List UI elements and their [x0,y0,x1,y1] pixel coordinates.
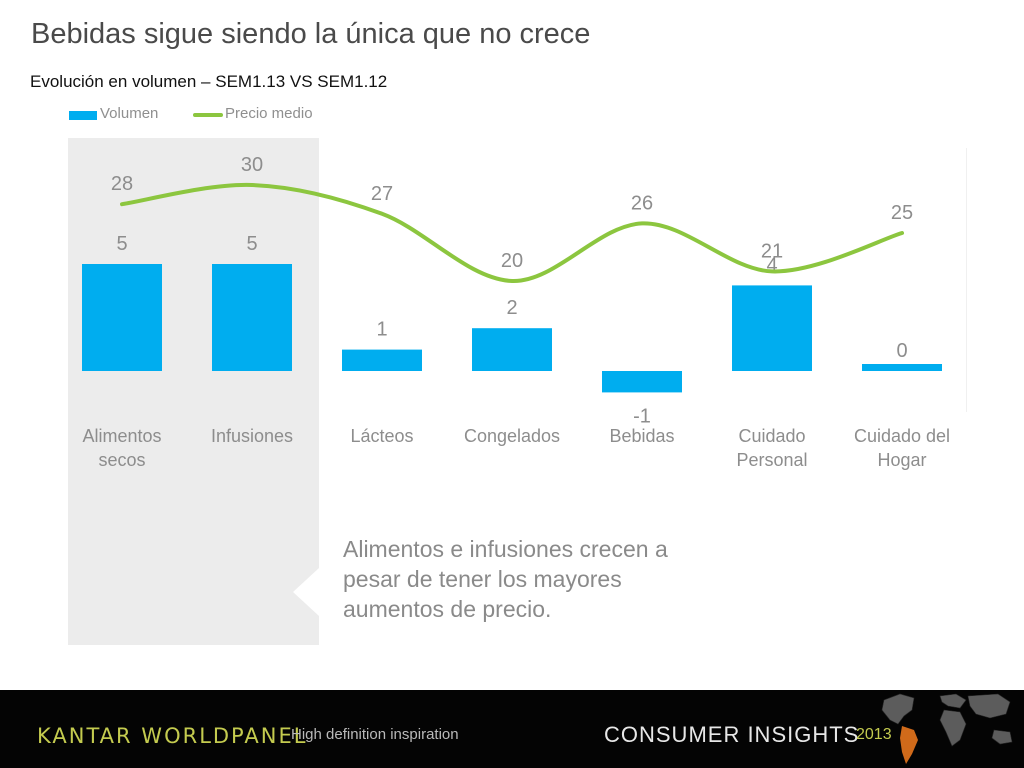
bar-volumen-6 [862,364,942,371]
brand-logo: KANTAR WORLDPANEL [37,724,308,748]
line-point-1 [251,184,253,186]
line-value-label-5: 21 [761,240,783,262]
category-label-2: Lácteos [350,426,413,446]
callout-text: Alimentos e infusiones crecen a pesar de… [343,536,668,622]
bar-volumen-4 [602,371,682,393]
bar-volumen-5 [732,285,812,371]
line-point-0 [121,203,123,205]
legend-label-precio: Precio medio [225,105,313,122]
slide-title: Bebidas sigue siendo la única que no cre… [31,18,591,50]
bar-value-label-4: -1 [633,405,651,427]
legend-swatch-precio [193,113,223,117]
combo-chart: 5 5 1 2 -1 4 0 28 30 27 20 26 21 25 Alimentos secos Infu… [82,154,950,470]
line-value-label-0: 28 [111,173,133,195]
chart-right-border [966,148,967,412]
line-value-label-2: 27 [371,183,393,205]
category-label-6: Cuidado del [854,426,950,446]
legend-label-volumen: Volumen [100,105,159,122]
year-label: 2013 [856,726,892,743]
category-label-1: Infusiones [211,426,293,446]
line-value-label-6: 25 [891,202,913,224]
bar-volumen-3 [472,328,552,371]
highlight-panel [68,138,319,645]
bar-value-label-5: 4 [766,254,777,276]
line-point-2 [381,213,383,215]
line-value-label-4: 26 [631,192,653,214]
brand-tagline: High definition inspiration [291,726,459,743]
category-label-3: Congelados [464,426,560,446]
world-map-icon [881,693,1013,764]
callout-pointer [293,568,319,616]
category-label-0-line2: secos [98,450,145,470]
category-label-0: Alimentos [82,426,161,446]
category-label-5: Cuidado [738,426,805,446]
category-label-6-line2: Hogar [877,450,926,470]
line-value-label-3: 20 [501,250,523,272]
bar-volumen-2 [342,349,422,371]
bar-value-label-2: 1 [376,319,387,341]
footer-bar [0,690,1024,768]
line-point-4 [641,222,643,224]
line-point-3 [511,280,513,282]
consumer-insights-label: CONSUMER INSIGHTS [604,722,860,747]
legend-swatch-volumen [69,111,97,120]
bar-value-label-6: 0 [896,340,907,362]
category-label-4: Bebidas [609,426,674,446]
bar-value-label-1: 5 [246,233,257,255]
chart-subtitle: Evolución en volumen – SEM1.13 VS SEM1.1… [30,72,388,91]
bar-volumen-1 [212,264,292,371]
line-point-6 [901,232,903,234]
line-point-5 [771,270,773,272]
category-label-5-line2: Personal [736,450,807,470]
bar-volumen-0 [82,264,162,371]
bar-value-label-3: 2 [506,297,517,319]
line-value-label-1: 30 [241,154,263,176]
bar-value-label-0: 5 [116,233,127,255]
